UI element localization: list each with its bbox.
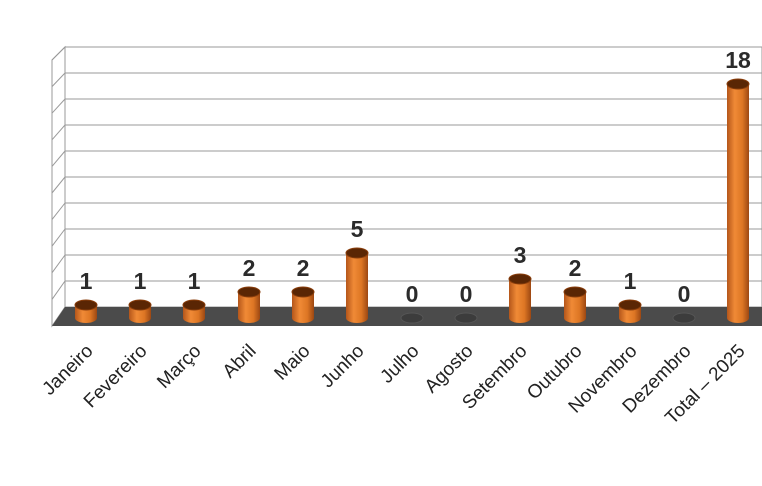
bars-group bbox=[74, 78, 750, 324]
bar-top bbox=[237, 286, 261, 298]
value-label: 2 bbox=[297, 255, 310, 281]
bar bbox=[237, 286, 261, 323]
side-gridline bbox=[51, 202, 66, 220]
bar-empty-base bbox=[672, 312, 696, 324]
bar-top bbox=[726, 78, 750, 90]
value-labels-group: 1 1 1 2 2 5 0 0 3 2 1 0 18 bbox=[80, 47, 751, 307]
bar bbox=[345, 247, 369, 323]
value-label: 1 bbox=[134, 268, 147, 294]
bar-body bbox=[292, 292, 314, 323]
value-label: 0 bbox=[406, 281, 419, 307]
value-label: 2 bbox=[569, 255, 582, 281]
side-gridline bbox=[51, 46, 66, 61]
value-label: 1 bbox=[80, 268, 93, 294]
bar-empty-base bbox=[400, 312, 424, 324]
side-gridline bbox=[51, 72, 66, 87]
value-label: 1 bbox=[624, 268, 637, 294]
bar bbox=[182, 299, 206, 323]
category-label: Maio bbox=[271, 341, 315, 385]
bar-body bbox=[727, 84, 749, 323]
bar bbox=[508, 273, 532, 323]
bar bbox=[726, 78, 750, 323]
bar bbox=[400, 312, 424, 324]
side-gridline bbox=[51, 228, 66, 247]
bar-body bbox=[564, 292, 586, 323]
side-gridline bbox=[51, 150, 66, 167]
bar-body bbox=[509, 279, 531, 323]
value-label: 0 bbox=[460, 281, 473, 307]
category-label: Junho bbox=[317, 341, 368, 392]
chart-walls bbox=[51, 45, 762, 328]
side-gridline bbox=[51, 98, 66, 114]
bar bbox=[618, 299, 642, 323]
bar-top bbox=[128, 299, 152, 311]
bar-top bbox=[508, 273, 532, 285]
bar-top bbox=[345, 247, 369, 259]
bar bbox=[454, 312, 478, 324]
value-label: 2 bbox=[243, 255, 256, 281]
side-gridline bbox=[51, 280, 66, 300]
bar-top bbox=[291, 286, 315, 298]
bar-top bbox=[74, 299, 98, 311]
side-gridline bbox=[51, 176, 66, 194]
value-label: 18 bbox=[725, 47, 751, 73]
bar bbox=[128, 299, 152, 323]
bar-top bbox=[182, 299, 206, 311]
value-label: 5 bbox=[351, 216, 364, 242]
bar-top bbox=[563, 286, 587, 298]
bar-empty-base bbox=[454, 312, 478, 324]
value-label: 1 bbox=[188, 268, 201, 294]
value-label: 3 bbox=[514, 242, 527, 268]
category-label: Julho bbox=[377, 341, 424, 388]
bar bbox=[291, 286, 315, 323]
side-gridline bbox=[51, 124, 66, 141]
bar bbox=[672, 312, 696, 324]
category-label: Abril bbox=[219, 341, 261, 383]
bar bbox=[563, 286, 587, 323]
category-label: Março bbox=[153, 341, 205, 393]
side-gridline bbox=[51, 254, 66, 274]
bar-top bbox=[618, 299, 642, 311]
bar-body bbox=[238, 292, 260, 323]
value-label: 0 bbox=[678, 281, 691, 307]
bar bbox=[74, 299, 98, 323]
bar-body bbox=[346, 253, 368, 323]
